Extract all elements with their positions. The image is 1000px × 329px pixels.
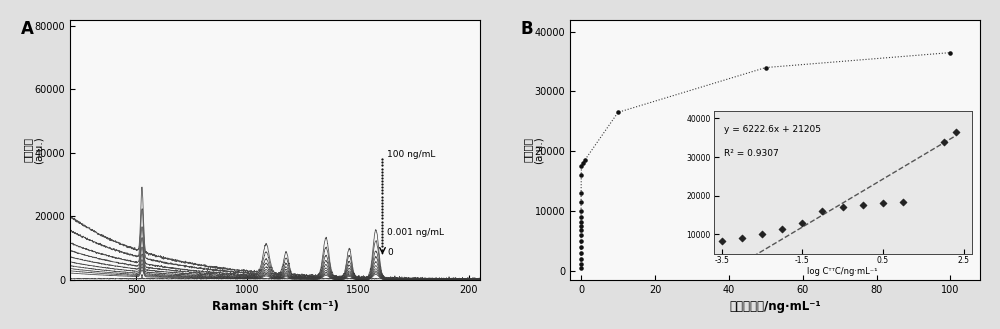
- Text: 100 ng/mL: 100 ng/mL: [387, 150, 435, 159]
- Text: 0: 0: [387, 248, 393, 257]
- Text: A: A: [21, 20, 34, 38]
- Y-axis label: 拉曼强度
(a.u.): 拉曼强度 (a.u.): [522, 136, 544, 164]
- X-axis label: 四环素浓度/ng·mL⁻¹: 四环素浓度/ng·mL⁻¹: [729, 300, 821, 313]
- X-axis label: Raman Shift (cm⁻¹): Raman Shift (cm⁻¹): [212, 300, 338, 313]
- Text: B: B: [521, 20, 533, 38]
- Y-axis label: 拉曼强度
(a.u.): 拉曼强度 (a.u.): [22, 136, 44, 164]
- Text: 0.001 ng/mL: 0.001 ng/mL: [387, 228, 444, 237]
